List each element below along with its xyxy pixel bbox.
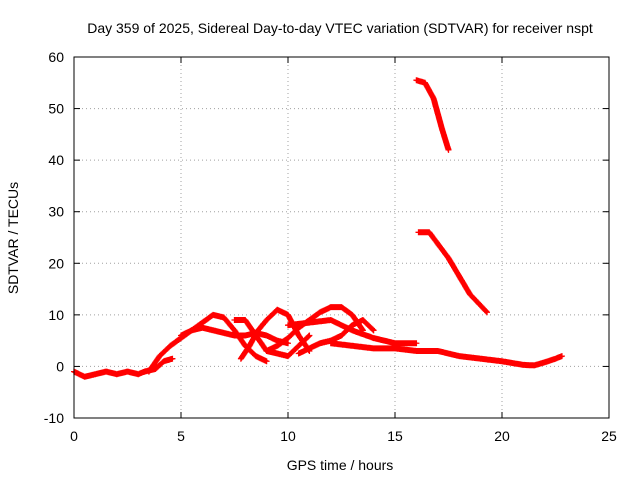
x-tick-label: 10	[280, 428, 296, 444]
series-marks	[327, 340, 565, 369]
series-12	[415, 229, 491, 316]
x-axis-title: GPS time / hours	[287, 457, 394, 473]
series-8	[285, 317, 420, 347]
y-tick-label: 50	[48, 101, 64, 117]
y-tick-label: 0	[56, 358, 64, 374]
data-series	[71, 77, 565, 380]
x-tick-label: 0	[70, 428, 78, 444]
x-tick-label: 5	[177, 428, 185, 444]
series-10	[327, 340, 565, 369]
plot-frame	[73, 56, 610, 419]
y-tick-label: 40	[48, 152, 64, 168]
y-tick-label: 30	[48, 204, 64, 220]
y-tick-label: -10	[44, 410, 64, 426]
x-tick-label: 15	[387, 428, 403, 444]
chart-title: Day 359 of 2025, Sidereal Day-to-day VTE…	[87, 20, 593, 36]
y-tick-label: 20	[48, 255, 64, 271]
y-axis-title: SDTVAR / TECUs	[5, 182, 21, 294]
y-tick-label: 60	[48, 49, 64, 65]
series-11	[413, 77, 452, 153]
series-9	[295, 317, 377, 357]
series-marks	[285, 317, 420, 347]
series-marks	[415, 229, 491, 316]
x-tick-label: 20	[494, 428, 510, 444]
series-marks	[413, 77, 452, 153]
axis-ticks: 0 5 10 15 20 25 -10 0 10 20 30 40 50 60	[44, 49, 617, 444]
x-tick-label: 25	[601, 428, 617, 444]
y-tick-label: 10	[48, 307, 64, 323]
series-marks	[295, 317, 377, 357]
